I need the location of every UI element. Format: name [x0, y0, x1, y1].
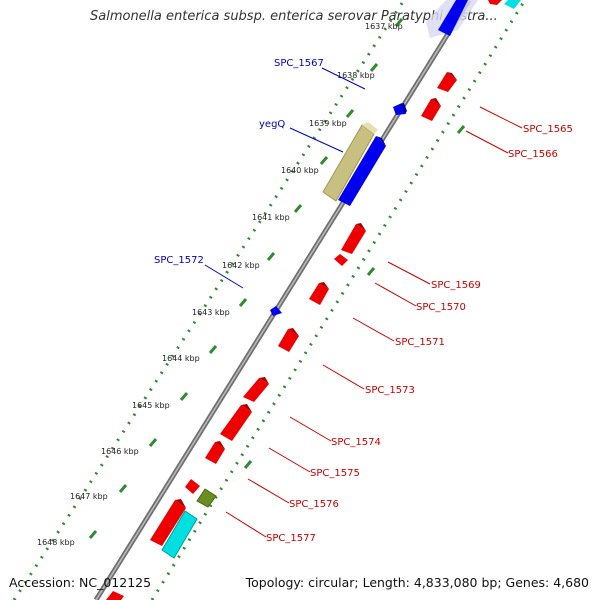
kbp-label: 1639 kbp	[309, 119, 347, 128]
reverse-gene-spc1577-shade	[175, 499, 186, 508]
leader-spc1571	[352, 317, 395, 342]
kbp-label: 1637 kbp	[365, 22, 403, 31]
kbp-label: 1638 kbp	[337, 71, 375, 80]
label-spc1570: SPC_1570	[416, 302, 466, 313]
leader-spc1573	[322, 364, 365, 390]
tick-1647	[118, 484, 128, 493]
cyan-feature	[161, 510, 198, 559]
tick-1644	[208, 345, 218, 354]
accession-text: Accession: NC_012125	[9, 575, 152, 590]
tick-1648	[88, 530, 98, 539]
reverse-leaders	[225, 106, 523, 538]
reverse-gene-bottom-partial	[106, 591, 124, 600]
forward-gene-blue-large-shade	[376, 136, 386, 146]
reverse-gene-spc1574	[220, 405, 252, 441]
reverse-gene-spc1566	[421, 99, 441, 121]
label-spc1572: SPC_1572	[154, 255, 204, 266]
forward-gene-blue-large	[338, 136, 386, 206]
label-spc1576: SPC_1576	[289, 499, 339, 510]
label-spc1574: SPC_1574	[331, 437, 381, 448]
inner-tick-1	[456, 125, 466, 134]
kbp-label: 1642 kbp	[222, 261, 260, 270]
kbp-label: 1641 kbp	[252, 213, 290, 222]
leader-spc1577	[225, 511, 267, 538]
leader-spc1574	[289, 416, 332, 442]
reverse-gene-spc1571-shade	[319, 282, 329, 289]
reverse-gene-spc1570	[334, 254, 348, 266]
inner-tick-3	[243, 460, 253, 469]
kbp-tick-marks	[88, 18, 466, 539]
tick-1643	[238, 298, 248, 307]
reverse-gene-spc1577	[150, 500, 186, 546]
kbp-label: 1644 kbp	[162, 354, 200, 363]
label-spc1566: SPC_1566	[508, 149, 558, 160]
leader-spc1569	[387, 261, 431, 285]
tick-1646	[148, 438, 158, 447]
label-spc1571: SPC_1571	[395, 337, 445, 348]
tick-1639	[345, 109, 355, 118]
tick-1638	[369, 63, 379, 72]
reverse-gene-spc1569	[341, 224, 366, 254]
label-spc1565: SPC_1565	[523, 124, 573, 135]
forward-gene-spc1567-shade	[400, 103, 407, 114]
inner-dotted-ring	[150, 0, 527, 600]
reverse-gene-spc1569-shade	[356, 223, 366, 231]
yegq-gene-shade	[362, 122, 378, 134]
kbp-label: 1648 kbp	[37, 538, 75, 547]
kbp-label: 1646 kbp	[101, 447, 139, 456]
tick-1645	[179, 392, 189, 401]
kbp-label: 1647 kbp	[70, 492, 108, 501]
reverse-gene-spc1575	[205, 442, 225, 464]
cyan-feature-partial	[504, 0, 521, 9]
leader-spc1565	[479, 106, 523, 129]
reverse-gene-spc1565-shade	[447, 72, 457, 80]
leader-spc1576	[247, 478, 290, 504]
forward-gene-partial-2	[438, 0, 468, 36]
leader-spc1575	[268, 447, 311, 473]
backbone-highlight	[95, 0, 470, 600]
reverse-gene-spc1566-shade	[431, 98, 441, 106]
tick-1641	[293, 204, 303, 213]
reverse-gene-spc1573-shade	[288, 328, 299, 336]
reverse-gene-spc1574a-shade	[259, 377, 269, 384]
reverse-gene-partial	[488, 0, 502, 5]
forward-gene-spc1572	[270, 306, 282, 316]
reverse-gene-spc1573	[278, 329, 299, 352]
forward-leaders	[204, 67, 366, 289]
reverse-gene-spc1574a	[243, 378, 269, 402]
reverse-gene-spc1571	[309, 283, 329, 305]
tick-1642	[266, 252, 276, 261]
label-spc1569: SPC_1569	[431, 280, 481, 291]
kbp-label: 1643 kbp	[192, 308, 230, 317]
tick-1640	[319, 156, 329, 165]
reverse-gene-spc1574-shade	[241, 404, 252, 412]
label-spc1577: SPC_1577	[266, 533, 316, 544]
label-spc1573: SPC_1573	[365, 385, 415, 396]
leader-spc1570	[374, 282, 417, 307]
leader-spc1566	[465, 130, 509, 154]
label-spc1575: SPC_1575	[310, 468, 360, 479]
tick-1637	[394, 18, 404, 27]
genome-summary-text: Topology: circular; Length: 4,833,080 bp…	[245, 575, 589, 590]
reverse-gene-spc1575-shade	[215, 441, 225, 449]
label-spc1567: SPC_1567	[274, 58, 324, 69]
inner-tick-2	[366, 267, 376, 276]
label-yegq: yegQ	[259, 119, 285, 130]
reverse-gene-spc1565	[437, 72, 457, 92]
leader-spc1572	[204, 264, 244, 289]
reverse-gene-spc1576	[185, 479, 200, 494]
leader-spc1567	[321, 67, 366, 90]
outer-dotted-ring	[12, 0, 406, 600]
leader-yegq	[289, 127, 344, 153]
kbp-label: 1645 kbp	[132, 401, 170, 410]
olive-feature	[196, 488, 217, 508]
kbp-label: 1640 kbp	[281, 166, 319, 175]
